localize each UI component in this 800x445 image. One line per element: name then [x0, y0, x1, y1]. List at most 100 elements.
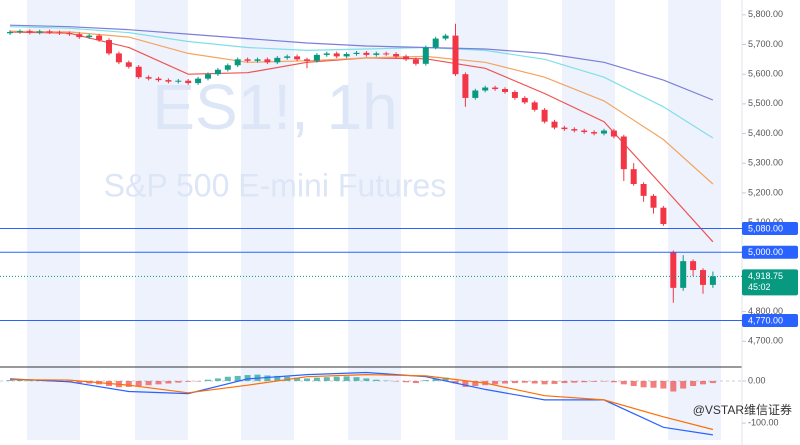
histogram-bar	[551, 380, 558, 384]
histogram-bar	[650, 380, 657, 388]
histogram-bar	[610, 380, 617, 383]
y-tick-label: 5,200.00	[748, 187, 783, 197]
y-tick-label: 5,300.00	[748, 158, 783, 168]
candle-body	[135, 66, 142, 78]
histogram-bar	[412, 380, 419, 384]
histogram-bar	[670, 380, 677, 392]
histogram-bar	[145, 380, 152, 386]
candle-body	[511, 91, 518, 98]
y-tick-label: -100.00	[748, 418, 779, 428]
histogram-bar	[601, 380, 607, 382]
candle-body	[145, 77, 152, 79]
histogram-bar	[373, 379, 380, 381]
candle-body	[422, 47, 429, 64]
candle-body	[323, 53, 330, 55]
histogram-bar	[195, 380, 202, 382]
histogram-bar	[472, 380, 479, 387]
indicator-line	[9, 24, 714, 101]
candle-body	[412, 59, 419, 64]
watermark-brand: @VSTAR维信证券	[693, 402, 792, 417]
y-tick-label: 0.00	[748, 375, 766, 385]
histogram-bar	[313, 377, 320, 381]
candle-body	[195, 78, 202, 84]
histogram-bar	[304, 378, 310, 381]
candle-body	[700, 270, 706, 285]
candle-body	[254, 59, 261, 61]
watermark-symbol: ES1!, 1h	[152, 71, 398, 143]
histogram-bar	[224, 376, 231, 381]
candle-body	[313, 54, 320, 61]
histogram-bar	[323, 377, 330, 381]
candle-body	[175, 80, 182, 82]
histogram-bar	[175, 380, 182, 383]
indicator-line	[9, 373, 714, 431]
candle-body	[56, 32, 63, 34]
candle-body	[165, 80, 172, 82]
histogram-bar	[363, 378, 370, 381]
histogram-bar	[403, 380, 409, 383]
histogram-bar	[432, 378, 439, 381]
histogram-bar	[76, 380, 83, 384]
histogram-bar	[442, 377, 449, 381]
histogram-bar	[462, 380, 469, 387]
histogram-bar	[393, 380, 400, 382]
histogram-bar	[492, 380, 499, 385]
candle-body	[521, 97, 528, 103]
candle-body	[106, 40, 112, 54]
histogram-bar	[274, 375, 281, 381]
candle-body	[185, 80, 192, 84]
histogram-bar	[531, 380, 538, 384]
candle-body	[442, 35, 449, 39]
histogram-bar	[511, 380, 518, 384]
histogram-bar	[234, 375, 241, 381]
y-tick-label: 5,600.00	[748, 69, 783, 79]
candle-body	[115, 53, 122, 63]
candle-body	[304, 59, 310, 61]
histogram-bar	[165, 380, 172, 384]
candle-body	[502, 89, 508, 92]
histogram-bar	[294, 377, 301, 381]
session-band	[668, 0, 721, 440]
price-line-label: 5,000.00	[748, 247, 783, 257]
histogram-bar	[155, 380, 162, 385]
candle-body	[234, 59, 241, 66]
candle-body	[630, 169, 637, 184]
candle-body	[66, 33, 73, 35]
candle-body	[660, 207, 667, 225]
histogram-bar	[7, 380, 13, 381]
y-tick-label: 4,700.00	[748, 336, 783, 346]
candle-body	[333, 53, 340, 57]
candle-body	[531, 102, 538, 110]
histogram-bar	[541, 380, 548, 385]
histogram-bar	[660, 380, 667, 389]
candle-body	[462, 74, 469, 98]
plot: 5,800.00 5,700.00 5,600.00 5,500.00 5,400.00…	[0, 9, 798, 436]
y-tick-label: 5,500.00	[748, 98, 783, 108]
candle-body	[393, 54, 400, 57]
candle-body	[224, 65, 231, 70]
session-band	[135, 0, 188, 440]
candle-body	[96, 35, 103, 41]
price-line-tag	[742, 221, 798, 235]
histogram-bar	[333, 376, 340, 381]
candle-body	[86, 35, 93, 38]
last-price-tag	[742, 269, 798, 296]
candle-body	[264, 59, 271, 63]
candle-body	[403, 56, 409, 60]
candle-body	[7, 32, 13, 34]
histogram-bar	[452, 380, 459, 384]
candle-body	[125, 62, 132, 67]
candle-body	[591, 132, 598, 134]
watermark-name: S&P 500 E-mini Futures	[104, 167, 447, 203]
candle-body	[284, 56, 291, 58]
histogram-bar	[26, 380, 33, 381]
candle-body	[690, 261, 697, 271]
candle-body	[76, 34, 83, 38]
price-line-label: 4,770.00	[748, 315, 783, 325]
y-tick-label: 5,700.00	[748, 39, 783, 49]
y-tick-label: 5,800.00	[748, 9, 783, 19]
histogram-bar	[690, 380, 697, 387]
candle-body	[640, 183, 647, 196]
session-band	[562, 0, 615, 440]
